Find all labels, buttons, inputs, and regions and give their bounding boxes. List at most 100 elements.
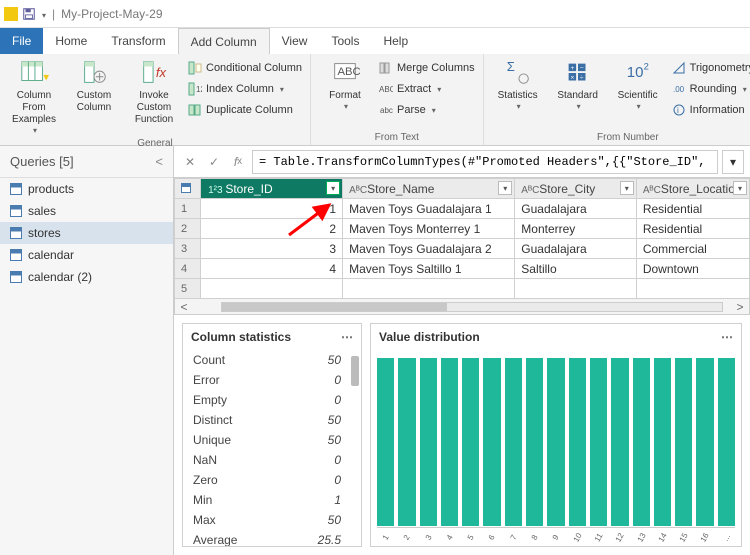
distribution-bar[interactable]: 2 bbox=[398, 358, 415, 526]
column-header-Store_City[interactable]: AᴮCStore_City▾ bbox=[515, 179, 637, 199]
conditional-column-button[interactable]: Conditional Column bbox=[186, 58, 304, 78]
distribution-bar[interactable]: 15 bbox=[675, 358, 692, 526]
cell[interactable] bbox=[515, 279, 637, 299]
formula-cancel-icon[interactable]: ✕ bbox=[180, 151, 200, 173]
query-item-sales[interactable]: sales bbox=[0, 200, 173, 222]
cell[interactable]: 1 bbox=[201, 199, 343, 219]
row-number[interactable]: 4 bbox=[175, 259, 201, 279]
index-column-button[interactable]: 12Index Column bbox=[186, 79, 304, 99]
column-statistics-menu[interactable] bbox=[341, 330, 353, 344]
merge-columns-button[interactable]: Merge Columns bbox=[377, 58, 477, 78]
cell[interactable]: Monterrey bbox=[515, 219, 637, 239]
scientific-button[interactable]: 102 Scientific bbox=[610, 58, 666, 130]
distribution-bar[interactable]: 6 bbox=[483, 358, 500, 526]
cell[interactable]: Guadalajara bbox=[515, 239, 637, 259]
statistics-button[interactable]: Σ Statistics bbox=[490, 58, 546, 130]
column-type-icon[interactable]: AᴮC bbox=[349, 185, 365, 196]
row-number[interactable]: 5 bbox=[175, 279, 201, 299]
distribution-bar[interactable]: 16 bbox=[696, 358, 713, 526]
cell[interactable]: Guadalajara bbox=[515, 199, 637, 219]
table-row[interactable]: 33Maven Toys Guadalajara 2GuadalajaraCom… bbox=[175, 239, 750, 259]
rounding-button[interactable]: .00Rounding bbox=[670, 79, 750, 99]
tab-file[interactable]: File bbox=[0, 28, 43, 54]
column-header-Store_ID[interactable]: 1²3Store_ID▾ bbox=[201, 179, 343, 199]
query-item-products[interactable]: products bbox=[0, 178, 173, 200]
query-item-calendar[interactable]: calendar bbox=[0, 244, 173, 266]
column-from-examples-button[interactable]: Column From Examples bbox=[6, 58, 62, 136]
custom-column-button[interactable]: Custom Column bbox=[66, 58, 122, 136]
parse-button[interactable]: abcParse bbox=[377, 100, 477, 120]
cell[interactable]: Maven Toys Saltillo 1 bbox=[343, 259, 515, 279]
queries-heading[interactable]: Queries [5] < bbox=[0, 146, 173, 178]
formula-accept-icon[interactable]: ✓ bbox=[204, 151, 224, 173]
tab-transform[interactable]: Transform bbox=[99, 28, 177, 54]
tab-help[interactable]: Help bbox=[371, 28, 420, 54]
column-filter-icon[interactable]: ▾ bbox=[620, 181, 634, 195]
cell[interactable]: Commercial bbox=[636, 239, 749, 259]
invoke-custom-function-button[interactable]: fx Invoke Custom Function bbox=[126, 58, 182, 136]
row-number[interactable]: 2 bbox=[175, 219, 201, 239]
cell[interactable]: 2 bbox=[201, 219, 343, 239]
format-button[interactable]: ABC Format bbox=[317, 58, 373, 130]
distribution-bar[interactable]: 12 bbox=[611, 358, 628, 526]
table-row[interactable]: 11Maven Toys Guadalajara 1GuadalajaraRes… bbox=[175, 199, 750, 219]
cell[interactable] bbox=[343, 279, 515, 299]
fx-icon[interactable]: fx bbox=[228, 151, 248, 173]
cell[interactable]: Residential bbox=[636, 219, 749, 239]
column-type-icon[interactable]: AᴮC bbox=[521, 185, 537, 196]
distribution-bar[interactable]: 1 bbox=[377, 358, 394, 526]
grid-corner[interactable] bbox=[175, 179, 201, 199]
stats-scrollbar[interactable] bbox=[351, 356, 359, 386]
column-type-icon[interactable]: 1²3 bbox=[207, 185, 223, 196]
cell[interactable]: Maven Toys Monterrey 1 bbox=[343, 219, 515, 239]
cell[interactable] bbox=[636, 279, 749, 299]
column-header-Store_Location[interactable]: AᴮCStore_Location▾ bbox=[636, 179, 749, 199]
table-row[interactable]: 44Maven Toys Saltillo 1SaltilloDowntown bbox=[175, 259, 750, 279]
distribution-bar[interactable]: 14 bbox=[654, 358, 671, 526]
tab-tools[interactable]: Tools bbox=[319, 28, 371, 54]
duplicate-column-button[interactable]: Duplicate Column bbox=[186, 100, 304, 120]
row-number[interactable]: 3 bbox=[175, 239, 201, 259]
column-filter-icon[interactable]: ▾ bbox=[326, 181, 340, 195]
cell[interactable]: Saltillo bbox=[515, 259, 637, 279]
scroll-left-icon[interactable]: < bbox=[177, 300, 191, 314]
distribution-bar[interactable]: 3 bbox=[420, 358, 437, 526]
distribution-bar[interactable]: 5 bbox=[462, 358, 479, 526]
distribution-bar[interactable]: 4 bbox=[441, 358, 458, 526]
cell[interactable]: Maven Toys Guadalajara 1 bbox=[343, 199, 515, 219]
distribution-bar[interactable]: 8 bbox=[526, 358, 543, 526]
formula-dropdown[interactable]: ▾ bbox=[722, 150, 744, 174]
tab-view[interactable]: View bbox=[270, 28, 320, 54]
cell[interactable]: Maven Toys Guadalajara 2 bbox=[343, 239, 515, 259]
extract-button[interactable]: ABCExtract bbox=[377, 79, 477, 99]
trigonometry-button[interactable]: Trigonometry bbox=[670, 58, 750, 78]
tab-add-column[interactable]: Add Column bbox=[178, 28, 270, 54]
column-filter-icon[interactable]: ▾ bbox=[733, 181, 747, 195]
value-distribution-menu[interactable] bbox=[721, 330, 733, 344]
table-row[interactable]: 22Maven Toys Monterrey 1MonterreyResiden… bbox=[175, 219, 750, 239]
column-type-icon[interactable]: AᴮC bbox=[643, 185, 659, 196]
scroll-right-icon[interactable]: > bbox=[733, 300, 747, 314]
tab-home[interactable]: Home bbox=[43, 28, 99, 54]
cell[interactable]: Residential bbox=[636, 199, 749, 219]
horizontal-scrollbar[interactable]: < > bbox=[174, 299, 750, 315]
distribution-bar[interactable]: 11 bbox=[590, 358, 607, 526]
column-filter-icon[interactable]: ▾ bbox=[498, 181, 512, 195]
distribution-bar[interactable]: 9 bbox=[547, 358, 564, 526]
cell[interactable]: 4 bbox=[201, 259, 343, 279]
cell[interactable]: 3 bbox=[201, 239, 343, 259]
save-icon[interactable] bbox=[22, 7, 36, 21]
distribution-bar[interactable]: 10 bbox=[569, 358, 586, 526]
column-header-Store_Name[interactable]: AᴮCStore_Name▾ bbox=[343, 179, 515, 199]
qat-dropdown[interactable] bbox=[40, 7, 46, 21]
distribution-bar[interactable]: ... bbox=[718, 358, 735, 526]
cell[interactable] bbox=[201, 279, 343, 299]
sidebar-collapse-icon[interactable]: < bbox=[155, 154, 163, 169]
distribution-bar[interactable]: 7 bbox=[505, 358, 522, 526]
row-number[interactable]: 1 bbox=[175, 199, 201, 219]
formula-input[interactable] bbox=[252, 150, 718, 174]
query-item-stores[interactable]: stores bbox=[0, 222, 173, 244]
cell[interactable]: Downtown bbox=[636, 259, 749, 279]
information-button[interactable]: iInformation bbox=[670, 100, 750, 120]
table-row[interactable]: 5 bbox=[175, 279, 750, 299]
